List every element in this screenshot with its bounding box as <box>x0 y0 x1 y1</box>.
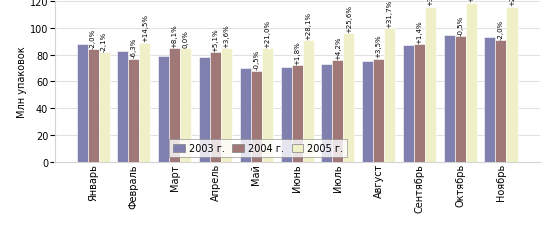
Bar <box>373 59 384 162</box>
Text: -2,1%: -2,1% <box>101 31 107 52</box>
Bar <box>129 59 140 162</box>
Bar <box>221 49 232 162</box>
Bar <box>251 72 262 162</box>
Text: +3,5%: +3,5% <box>376 35 382 58</box>
Legend: 2003 г., 2004 г., 2005 г.: 2003 г., 2004 г., 2005 г. <box>169 140 347 157</box>
Bar <box>425 8 436 162</box>
Bar <box>302 41 313 162</box>
Bar <box>88 50 99 162</box>
Bar <box>455 37 465 162</box>
Bar <box>332 61 343 162</box>
Bar <box>444 36 455 162</box>
Text: +14,5%: +14,5% <box>142 14 148 42</box>
Text: +31,7%: +31,7% <box>386 0 392 27</box>
Text: +1,8%: +1,8% <box>294 41 300 65</box>
Y-axis label: Млн упаковок: Млн упаковок <box>17 47 27 118</box>
Bar <box>506 8 518 162</box>
Text: -0,5%: -0,5% <box>253 50 259 70</box>
Bar <box>140 43 150 162</box>
Bar <box>485 38 495 162</box>
Text: +5,1%: +5,1% <box>213 28 219 52</box>
Bar <box>465 4 477 162</box>
Text: +3,6%: +3,6% <box>223 24 229 47</box>
Bar <box>262 49 272 162</box>
Bar <box>362 62 373 162</box>
Bar <box>180 49 191 162</box>
Bar <box>99 53 110 162</box>
Text: -0,5%: -0,5% <box>457 15 463 36</box>
Text: +25,6%: +25,6% <box>346 5 352 33</box>
Bar <box>169 49 180 162</box>
Bar <box>158 57 169 162</box>
Bar <box>403 46 414 162</box>
Bar <box>210 53 221 162</box>
Bar <box>281 68 292 162</box>
Text: +26,2%: +26,2% <box>509 0 515 6</box>
Bar <box>414 45 425 162</box>
Bar <box>240 69 251 162</box>
Text: +8,1%: +8,1% <box>172 24 178 47</box>
Text: 0,0%: 0,0% <box>183 30 189 47</box>
Bar <box>495 41 506 162</box>
Text: +1,4%: +1,4% <box>416 20 422 43</box>
Text: +28,1%: +28,1% <box>305 11 311 40</box>
Text: +4,2%: +4,2% <box>335 36 341 59</box>
Bar <box>199 58 210 162</box>
Text: +26,9%: +26,9% <box>468 0 474 2</box>
Bar <box>117 52 129 162</box>
Bar <box>322 65 332 162</box>
Bar <box>76 45 88 162</box>
Text: -2,0%: -2,0% <box>498 19 504 40</box>
Text: -2,0%: -2,0% <box>90 29 96 49</box>
Bar <box>292 66 302 162</box>
Text: -6,3%: -6,3% <box>131 38 137 58</box>
Text: +21,0%: +21,0% <box>264 20 270 47</box>
Text: +33,4%: +33,4% <box>427 0 433 6</box>
Bar <box>343 34 354 162</box>
Bar <box>384 29 395 162</box>
